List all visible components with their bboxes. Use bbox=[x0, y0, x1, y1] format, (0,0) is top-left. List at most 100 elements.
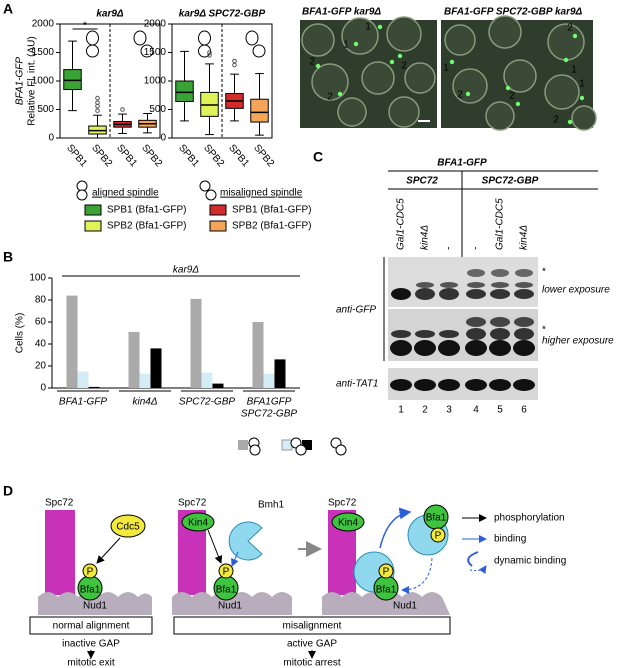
phospho bbox=[430, 527, 446, 543]
group-label: SPC72 bbox=[406, 176, 438, 187]
chart-title: kar9Δ SPC72-GBP bbox=[179, 9, 266, 20]
gfp-spot bbox=[563, 57, 569, 63]
band bbox=[390, 379, 412, 391]
significance: * bbox=[83, 21, 87, 32]
marker-label: 2 bbox=[309, 57, 315, 68]
cell-icon bbox=[140, 44, 154, 58]
band bbox=[391, 330, 411, 338]
condition: misalignment bbox=[283, 621, 342, 632]
chart-title: kar9Δ bbox=[173, 265, 199, 276]
cell bbox=[311, 63, 349, 101]
protein-label: Spc72 bbox=[328, 498, 357, 509]
bar bbox=[212, 383, 224, 388]
lane-number: 4 bbox=[473, 405, 479, 416]
exposure-label: higher exposure bbox=[542, 336, 614, 347]
legend-swatch bbox=[302, 440, 312, 450]
gfp-spot bbox=[572, 33, 578, 39]
band bbox=[466, 328, 486, 340]
bar bbox=[252, 322, 264, 388]
legend-label: binding bbox=[494, 534, 526, 545]
marker-label: 2 bbox=[327, 92, 333, 103]
x-tick-label: SPC72-GBP bbox=[241, 409, 297, 420]
x-tick-label: BFA1GFP bbox=[247, 397, 292, 408]
condition: normal alignment bbox=[53, 621, 130, 632]
protein-label: Bfa1 bbox=[80, 585, 101, 596]
y-tick-label: 1500 bbox=[144, 47, 167, 58]
legend-swatch bbox=[281, 439, 293, 451]
legend-title: aligned spindle bbox=[92, 188, 159, 199]
gfp-spot bbox=[515, 101, 521, 107]
box bbox=[63, 69, 82, 91]
bar bbox=[201, 372, 213, 388]
image-title: BFA1-GFP SPC72-GBP kar9Δ bbox=[444, 7, 583, 18]
band bbox=[490, 289, 510, 299]
gfp-spot bbox=[315, 63, 321, 69]
lane-label: Gal1-CDC5 bbox=[396, 198, 407, 250]
blot bbox=[388, 309, 538, 361]
gfp-spot bbox=[567, 119, 573, 125]
nud1 bbox=[38, 592, 152, 615]
lane-label: Gal1-CDC5 bbox=[495, 198, 506, 250]
cell bbox=[444, 24, 476, 56]
x-tick-label: SPB2 bbox=[139, 143, 164, 170]
marker-label: 1 bbox=[443, 63, 449, 74]
outcome: mitotic arrest bbox=[283, 658, 340, 668]
band bbox=[440, 282, 458, 288]
cell bbox=[488, 15, 522, 49]
model-diagram: Spc72 Nud1 Bfa1 P Cdc5 normal alignment … bbox=[29, 498, 566, 668]
protein-label: Spc72 bbox=[178, 498, 207, 509]
cell-icon bbox=[86, 30, 99, 46]
band bbox=[513, 340, 535, 356]
lane-number: 2 bbox=[422, 405, 428, 416]
bands bbox=[390, 269, 535, 391]
outlier bbox=[95, 100, 100, 105]
marker-label: 2 bbox=[553, 115, 559, 126]
image-title: BFA1-GFP kar9Δ bbox=[302, 7, 381, 18]
band bbox=[415, 288, 435, 300]
legend-label: dynamic binding bbox=[494, 556, 566, 567]
box bbox=[175, 80, 194, 103]
blot bbox=[388, 257, 538, 307]
cell bbox=[404, 62, 436, 94]
band bbox=[414, 340, 436, 356]
phospho-label: P bbox=[223, 567, 230, 578]
cell-icon bbox=[199, 180, 211, 192]
outlier bbox=[95, 95, 100, 101]
x-tick-label: SPC72-GBP bbox=[179, 397, 235, 408]
marker-label: 2 bbox=[509, 91, 515, 102]
legend-title: misaligned spindle bbox=[220, 188, 303, 199]
protein-label: Spc72 bbox=[45, 498, 74, 509]
band bbox=[491, 282, 509, 288]
legend-label: phosphorylation bbox=[494, 513, 565, 524]
cell-icon bbox=[245, 30, 259, 46]
nud1 bbox=[172, 592, 292, 615]
cell bbox=[547, 23, 585, 61]
y-axis-label: Relative Fl. int. (AU) bbox=[27, 36, 38, 125]
phospho bbox=[218, 563, 234, 579]
arrow bbox=[207, 529, 223, 564]
cell bbox=[452, 68, 488, 104]
bar bbox=[128, 331, 140, 388]
legend-swatch bbox=[209, 220, 227, 232]
band bbox=[489, 340, 511, 356]
gfp-spot bbox=[353, 41, 359, 47]
band bbox=[416, 282, 434, 288]
marker-label: 2 bbox=[457, 90, 463, 101]
protein-label: Bfa1 bbox=[216, 585, 237, 596]
band bbox=[489, 379, 511, 391]
phospho-label: P bbox=[435, 531, 442, 542]
y-tick-label: 100 bbox=[29, 273, 46, 284]
band bbox=[514, 289, 534, 299]
arrow bbox=[231, 551, 239, 567]
gfp-spot bbox=[397, 53, 403, 59]
lane-number: 5 bbox=[497, 405, 503, 416]
lane-label: kin4Δ bbox=[519, 225, 530, 250]
y-tick-label: 1000 bbox=[32, 76, 55, 87]
band bbox=[490, 328, 510, 340]
x-tick-label: SPB1 bbox=[64, 143, 89, 170]
blot bbox=[388, 368, 538, 400]
strain-label: BFA1-GFP bbox=[437, 158, 487, 169]
band bbox=[514, 317, 534, 327]
x-tick-label: BFA1-GFP bbox=[59, 397, 107, 408]
cell bbox=[544, 74, 580, 110]
